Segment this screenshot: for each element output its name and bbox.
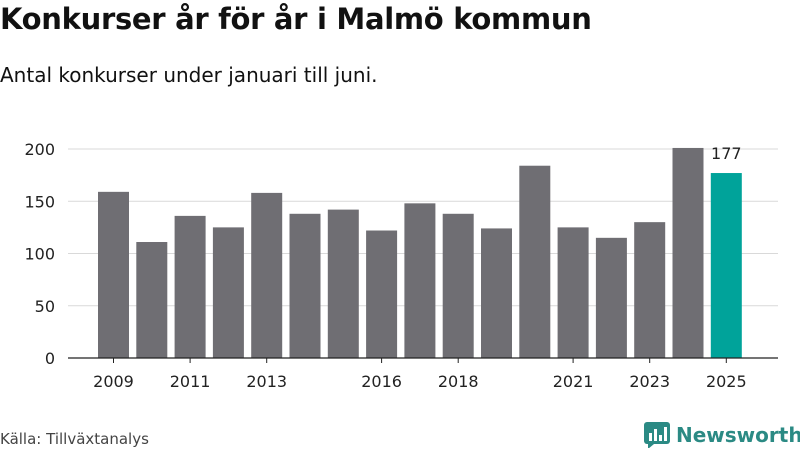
bar-2025	[710, 173, 742, 358]
bar-2020	[519, 165, 551, 358]
bar-2015	[327, 209, 359, 358]
bar-2016	[366, 230, 398, 358]
x-axis: 2009 2011 2013 2016 2018 2021 2023 2025	[68, 357, 778, 391]
x-tick-label: 2018	[438, 372, 479, 391]
chart-title: Konkurser år för år i Malmö kommun	[0, 2, 592, 36]
bar-2018	[442, 213, 474, 358]
x-tick-label: 2021	[553, 372, 594, 391]
data-labels: 177	[711, 144, 742, 163]
bar-2012	[212, 227, 244, 358]
chart-subtitle: Antal konkurser under januari till juni.	[0, 63, 378, 87]
bar-2009	[98, 191, 129, 358]
x-tick-label: 2016	[361, 372, 402, 391]
source-note: Källa: Tillväxtanalys	[0, 430, 149, 448]
x-tick-label: 2011	[170, 372, 211, 391]
bar-2013	[251, 192, 283, 358]
bar-2024	[672, 147, 704, 358]
bar-2023	[634, 222, 666, 358]
y-tick-label: 150	[24, 192, 55, 211]
bars	[98, 147, 742, 358]
bar-2011	[174, 215, 206, 358]
brand-name: Newsworthy	[676, 423, 800, 447]
x-tick-label: 2013	[246, 372, 287, 391]
bar-2017	[404, 203, 436, 358]
y-axis-ticks: 0 50 100 150 200	[24, 140, 55, 368]
y-tick-label: 200	[24, 140, 55, 159]
newsworthy-logo-icon	[644, 422, 670, 448]
bar-2010	[136, 242, 168, 358]
x-tick-label: 2025	[706, 372, 747, 391]
bar-2021	[557, 227, 589, 358]
x-tick-label: 2009	[93, 372, 134, 391]
y-tick-label: 50	[35, 297, 55, 316]
bar-chart: 0 50 100 150 200 2009 2011 2013 2016 2018 2021 202…	[24, 140, 778, 391]
bar-2014	[289, 213, 321, 358]
data-label-2025: 177	[711, 144, 742, 163]
y-tick-label: 100	[24, 245, 55, 264]
bar-2019	[481, 228, 512, 358]
brand-logo[interactable]: Newsworthy	[644, 420, 800, 450]
bar-2022	[595, 237, 627, 358]
y-tick-label: 0	[45, 349, 55, 368]
x-tick-label: 2023	[629, 372, 670, 391]
